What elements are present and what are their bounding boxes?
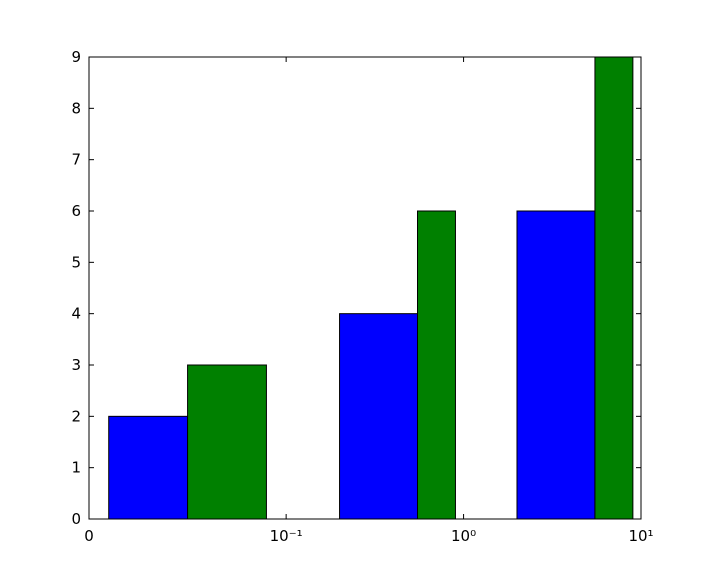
x-tick-label: 0 [84,527,94,545]
bar [339,313,419,520]
bar [108,415,189,520]
y-tick-label: 9 [71,48,81,66]
y-tick-label: 0 [71,510,81,528]
x-tick-label: 10⁻¹ [270,527,303,545]
bar [516,210,596,520]
y-tick-label: 8 [71,99,81,117]
y-tick-label: 7 [71,151,81,169]
y-tick-label: 3 [71,356,81,374]
axes-frame [88,56,642,520]
y-tick-label: 5 [71,253,81,271]
x-tick-label: 10⁰ [451,527,476,545]
y-tick-label: 1 [71,459,81,477]
bar [417,210,456,520]
x-tick-label: 10¹ [628,527,653,545]
y-tick-label: 2 [71,407,81,425]
bar [187,364,267,520]
y-tick-label: 6 [71,202,81,220]
bar [594,56,634,520]
y-tick-label: 4 [71,305,81,323]
